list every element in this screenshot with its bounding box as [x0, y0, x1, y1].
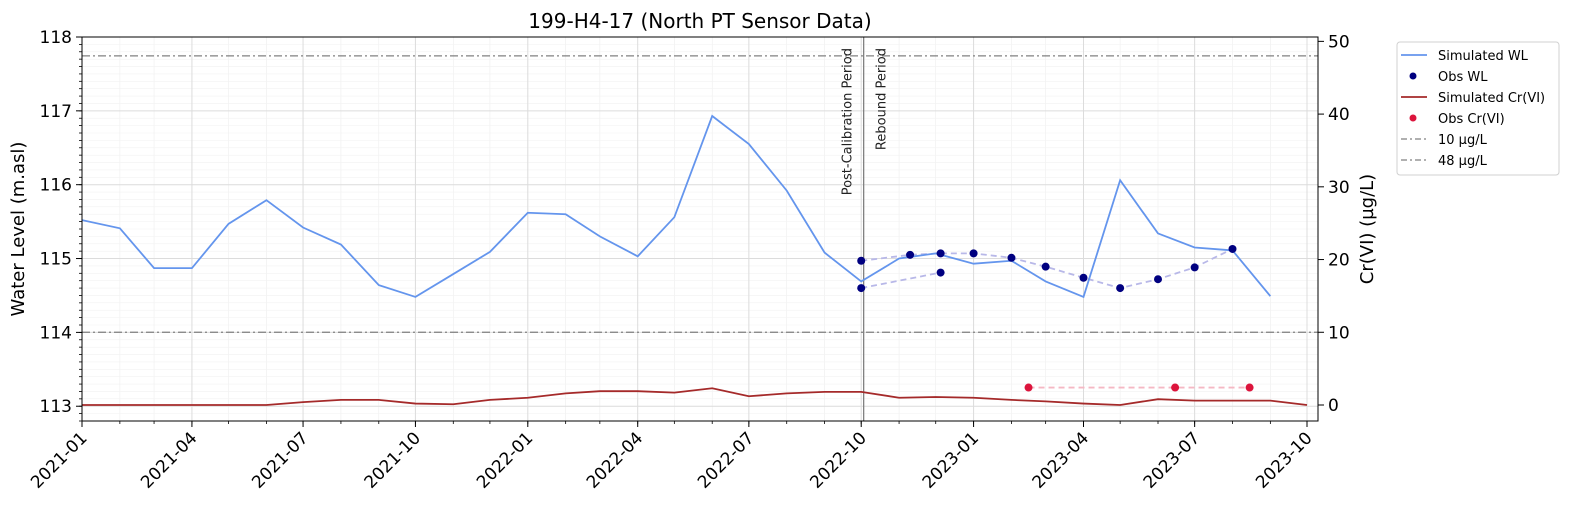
- x-tick-label: 2021-10: [361, 428, 425, 492]
- obs-wl-point: [906, 250, 915, 259]
- y-tick-label-right: 10: [1328, 323, 1350, 343]
- legend-label: Simulated WL: [1438, 49, 1529, 64]
- reference-lines: Post-Calibration Period Rebound Period: [82, 37, 1318, 421]
- event-label-before: Post-Calibration Period: [841, 48, 856, 195]
- event-label-after: Rebound Period: [875, 48, 890, 150]
- y-tick-label-left: 114: [40, 323, 72, 343]
- simulated-wl-line: [82, 114, 1272, 299]
- legend-label: 10 µg/L: [1438, 133, 1488, 148]
- obs-wl-point: [969, 249, 978, 258]
- obs-wl-point: [1079, 273, 1088, 282]
- grid: [81, 36, 1318, 422]
- legend-frame: [1396, 41, 1560, 176]
- obs-wl-point: [1228, 244, 1237, 253]
- x-tick-label: 2022-01: [473, 428, 537, 492]
- x-tick-label: 2023-10: [1252, 428, 1316, 492]
- y-tick-label-right: 30: [1328, 178, 1350, 198]
- obs-wl-point: [936, 249, 945, 258]
- x-tick-label: 2022-10: [806, 428, 870, 492]
- legend-marker: [1409, 72, 1417, 80]
- legend: Simulated WL Obs WL Simulated Cr(VI) Obs Cr…: [1396, 41, 1560, 176]
- x-tick-label: 2023-07: [1140, 428, 1204, 492]
- x-tick-label: 2021-07: [248, 428, 312, 492]
- obs-wl-connector: [861, 248, 1233, 290]
- legend-marker: [1409, 114, 1417, 122]
- x-tick-label: 2023-04: [1029, 428, 1093, 492]
- obs-cr-point: [1245, 383, 1254, 392]
- x-tick-label: 2023-01: [919, 428, 983, 492]
- y-tick-label-left: 115: [40, 250, 72, 270]
- obs-cr-point: [1171, 383, 1180, 392]
- obs-cr-point: [1024, 383, 1033, 392]
- legend-label: Obs WL: [1438, 70, 1488, 85]
- y-tick-label-right: 20: [1328, 251, 1350, 271]
- legend-label: Simulated Cr(VI): [1438, 91, 1545, 106]
- y-tick-label-left: 113: [40, 397, 72, 417]
- obs-wl-point: [1154, 275, 1163, 284]
- obs-wl-point: [857, 256, 866, 265]
- obs-wl-point: [857, 284, 866, 293]
- y-tick-label-right: 40: [1328, 105, 1350, 125]
- obs-wl-point: [1041, 262, 1050, 271]
- obs-wl-point: [1007, 253, 1016, 262]
- legend-label: 48 µg/L: [1438, 154, 1488, 169]
- obs-wl-point: [936, 268, 945, 277]
- y-tick-label-left: 117: [40, 102, 72, 122]
- legend-label: Obs Cr(VI): [1438, 112, 1505, 127]
- y-axis-title-left: Water Level (m.asl): [8, 142, 29, 317]
- data-layer: [82, 114, 1308, 406]
- x-tick-label: 2021-01: [27, 428, 91, 492]
- x-tick-label: 2021-04: [137, 428, 201, 492]
- y-tick-label-right: 50: [1328, 32, 1350, 52]
- y-tick-label-left: 118: [40, 28, 72, 48]
- obs-wl-connector: [861, 271, 941, 289]
- x-tick-label: 2022-07: [694, 428, 758, 492]
- y-tick-label-right: 0: [1328, 396, 1339, 416]
- y-axis-title-right: Cr(VI) (µg/L): [1357, 174, 1378, 284]
- y-tick-label-left: 116: [40, 176, 72, 196]
- axes: 2021-01 2021-04 2021-07 2021-10 2022-01 2022-…: [27, 28, 1349, 493]
- simulated-cr-line: [82, 387, 1308, 406]
- obs-wl-point: [1116, 284, 1125, 293]
- x-tick-label: 2022-04: [583, 428, 647, 492]
- obs-wl-point: [1190, 263, 1199, 272]
- chart-title: 199-H4-17 (North PT Sensor Data): [528, 9, 871, 33]
